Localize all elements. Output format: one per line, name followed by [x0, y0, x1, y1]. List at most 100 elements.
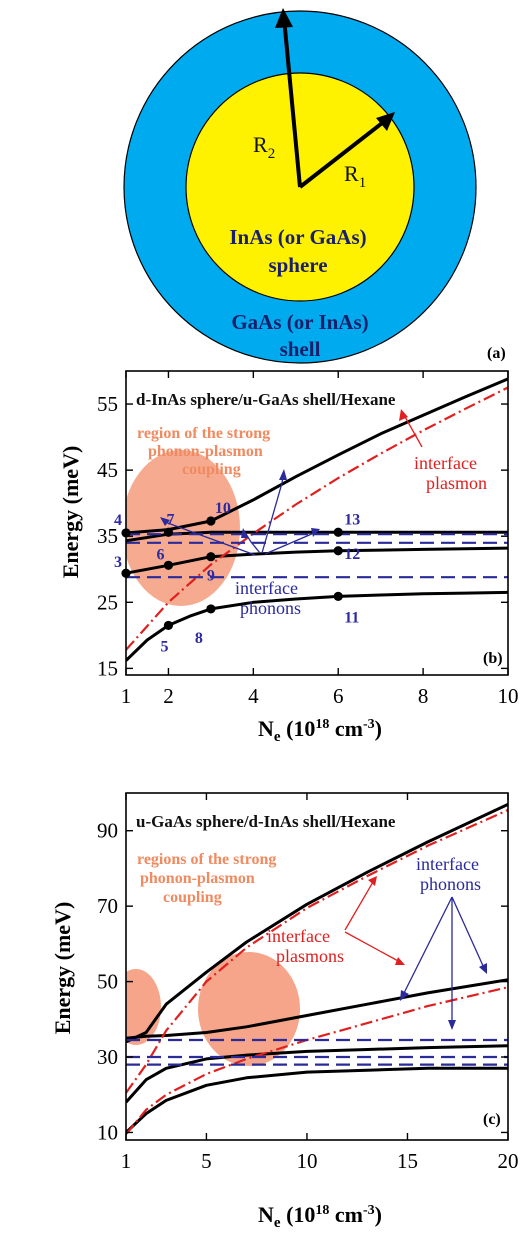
plasmon-label-b-line2: plasmon: [426, 473, 487, 493]
series-line-solid: [126, 802, 508, 1044]
phonon-label-b-line1: interface: [235, 578, 298, 598]
point-label: 12: [344, 546, 360, 563]
plot-area-c: [126, 802, 508, 1135]
plot-frame: [125, 792, 509, 1141]
x-tick-label: 2: [163, 684, 174, 708]
panel-a-tag: (a): [487, 345, 506, 362]
r2-arrow-line: [282, 17, 302, 188]
ylabel-b: Energy (meV): [58, 446, 83, 579]
ylabel-c: Energy (meV): [50, 902, 75, 1035]
point-label: 10: [215, 500, 231, 517]
chart-c-title: u-GaAs sphere/d-InAs shell/Hexane: [136, 812, 396, 831]
region-label-c-line2: phonon-plasmon: [140, 870, 255, 887]
y-tick-label: 35: [97, 524, 118, 548]
region-label-b-line1: region of the strong: [137, 425, 270, 442]
plasmon-arrow-b: [403, 414, 423, 448]
series-line-solid: [126, 1066, 508, 1134]
y-tick-label: 45: [97, 458, 118, 482]
phonon-arrows-c: [402, 896, 485, 1023]
y-tick-label: 10: [97, 1120, 118, 1144]
x-tick-label: 1: [121, 684, 132, 708]
series-line-solid: [126, 1044, 508, 1104]
r2-label: R2: [253, 132, 275, 162]
plot-frame: [125, 370, 509, 676]
y-tick-label: 55: [97, 392, 118, 416]
y-tick-label: 25: [97, 590, 118, 614]
region-label-b-line3: coupling: [182, 461, 241, 478]
shell-label-line1: GaAs (or InAs): [231, 310, 368, 334]
x-tick-label: 4: [248, 684, 259, 708]
series-line-solid: [126, 546, 508, 575]
r1-arrowhead: [376, 112, 395, 131]
xlabel-b: Ne (1018 cm-3): [258, 716, 382, 745]
x-tick-label: 5: [201, 1149, 212, 1173]
region-label-b-line2: phonon-plasmon: [148, 443, 263, 460]
y-tick-label: 30: [97, 1045, 118, 1069]
x-tick-label: 10: [498, 684, 519, 708]
plasmon-arrows-c: [344, 881, 401, 963]
data-point: [163, 560, 174, 570]
series-line-dashdot: [126, 386, 508, 651]
marked-points-b: 4 7 10 13 3 6 9 12 5 8 11: [114, 500, 360, 655]
data-point: [163, 527, 174, 537]
panel-c-tag: (c): [483, 1111, 501, 1128]
plasmon-label-b-line1: interface: [414, 453, 477, 473]
phonon-label-c-line2: phonons: [420, 874, 481, 894]
core-label-line1: InAs (or GaAs): [229, 225, 366, 249]
x-tick-label: 20: [498, 1149, 519, 1173]
r2-arrowhead: [275, 8, 293, 28]
plasmon-arrowhead-b: [399, 409, 408, 421]
r1-label: R1: [344, 161, 366, 191]
point-label: 3: [114, 554, 122, 571]
point-label: 9: [207, 568, 215, 585]
plasmon-label-c-line2: plasmons: [276, 946, 344, 966]
data-point: [206, 604, 216, 614]
point-label: 7: [166, 511, 174, 528]
point-label: 4: [114, 512, 122, 529]
panel-a: R2 R1 InAs (or GaAs) sphere GaAs (or InA…: [123, 8, 506, 364]
region-label-c-line1: regions of the strong: [137, 851, 276, 868]
point-label: 13: [344, 511, 360, 528]
phonon-arrowheads-c: [400, 963, 487, 1030]
chart-b-title: d-InAs sphere/u-GaAs shell/Hexane: [136, 390, 396, 409]
y-tick-label: 15: [97, 656, 118, 680]
phonon-label-c-line1: interface: [416, 854, 479, 874]
data-point: [333, 527, 343, 537]
data-point: [333, 546, 343, 556]
series-line-dashdot: [126, 808, 508, 1094]
plot-area-b: [126, 377, 508, 662]
x-tick-label: 1: [121, 1149, 132, 1173]
xlabel-c: Ne (1018 cm-3): [258, 1202, 382, 1231]
phonon-label-b-line2: phonons: [240, 598, 301, 618]
data-point: [206, 552, 216, 562]
coupling-region-ellipse-1: [126, 969, 161, 1045]
series-line-solid: [126, 978, 508, 1040]
panel-b-tag: (b): [483, 650, 503, 667]
core-label-line2: sphere: [268, 253, 327, 277]
point-label: 6: [156, 546, 164, 563]
data-point: [163, 620, 174, 631]
region-label-c-line3: coupling: [163, 889, 222, 906]
plasmon-label-c-line1: interface: [267, 926, 330, 946]
series-line-solid: [126, 377, 508, 535]
x-tick-label: 6: [333, 684, 344, 708]
point-label: 11: [344, 609, 359, 626]
y-tick-label: 70: [97, 894, 118, 918]
shell-label-line2: shell: [280, 337, 321, 361]
coupling-region-ellipse-2: [198, 952, 300, 1066]
data-point: [206, 516, 216, 526]
y-tick-label: 90: [97, 819, 118, 843]
point-label: 8: [195, 630, 203, 647]
data-point: [333, 591, 343, 601]
x-tick-label: 10: [296, 1149, 317, 1173]
y-tick-label: 50: [97, 970, 118, 994]
x-tick-label: 15: [397, 1149, 418, 1173]
r1-arrow-line: [298, 118, 388, 189]
phonon-arrowheads-b: [160, 469, 320, 538]
series-line-dashdot: [126, 986, 508, 1135]
